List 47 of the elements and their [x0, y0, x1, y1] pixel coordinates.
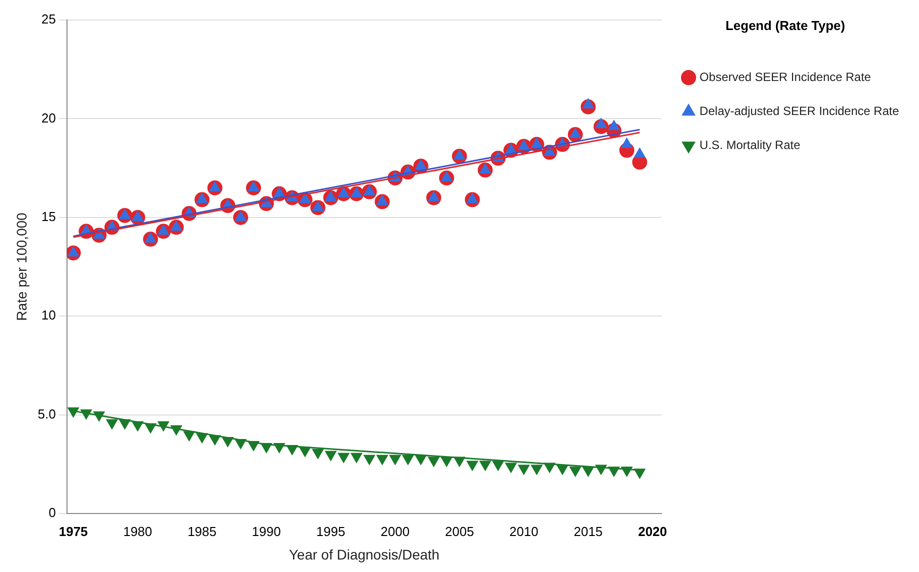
legend-label: U.S. Mortality Rate [700, 138, 801, 152]
point [634, 148, 646, 158]
point [531, 464, 542, 475]
point [325, 450, 336, 461]
point [132, 210, 144, 221]
x-tick-label: 1990 [252, 524, 281, 539]
point [582, 466, 594, 477]
point [570, 466, 582, 477]
x-tick-label: 2000 [380, 524, 410, 539]
legend-label: Observed SEER Incidence Rate [700, 70, 872, 84]
x-tick-label: 2020 [638, 524, 668, 539]
x-tick-label: 1995 [316, 524, 346, 539]
point [634, 468, 646, 479]
x-tick-label: 2005 [445, 524, 474, 539]
legend-label: Delay-adjusted SEER Incidence Rate [700, 104, 900, 118]
x-tick-label: 2015 [574, 524, 603, 539]
point [389, 454, 401, 465]
point [505, 462, 517, 473]
point [350, 452, 362, 463]
y-tick-label: 15 [41, 209, 56, 224]
point [492, 460, 504, 471]
y-tick-label: 25 [41, 12, 56, 27]
x-tick-label: 1980 [123, 524, 152, 539]
point [518, 140, 530, 150]
y-tick-label: 0 [48, 505, 56, 520]
point [68, 407, 80, 418]
point [480, 460, 491, 471]
legend-title: Legend (Rate Type) [725, 18, 846, 34]
point [364, 454, 376, 465]
x-axis-title: Year of Diagnosis/Death [288, 546, 440, 562]
x-tick-label: 1975 [58, 524, 88, 539]
point [402, 454, 414, 465]
y-tick-label: 10 [41, 308, 56, 323]
point [428, 456, 440, 467]
point [183, 431, 195, 442]
point [466, 460, 478, 471]
point [338, 452, 350, 463]
x-tick-label: 1985 [188, 524, 216, 539]
point [106, 419, 118, 430]
point [376, 454, 388, 465]
y-axis-title: Rate per 100,000 [13, 212, 30, 321]
y-tick-label: 20 [41, 110, 56, 126]
point [518, 464, 530, 475]
x-tick-label: 2010 [509, 524, 538, 539]
y-tick-label: 5.0 [38, 406, 56, 422]
point [312, 448, 324, 459]
point [621, 138, 632, 148]
